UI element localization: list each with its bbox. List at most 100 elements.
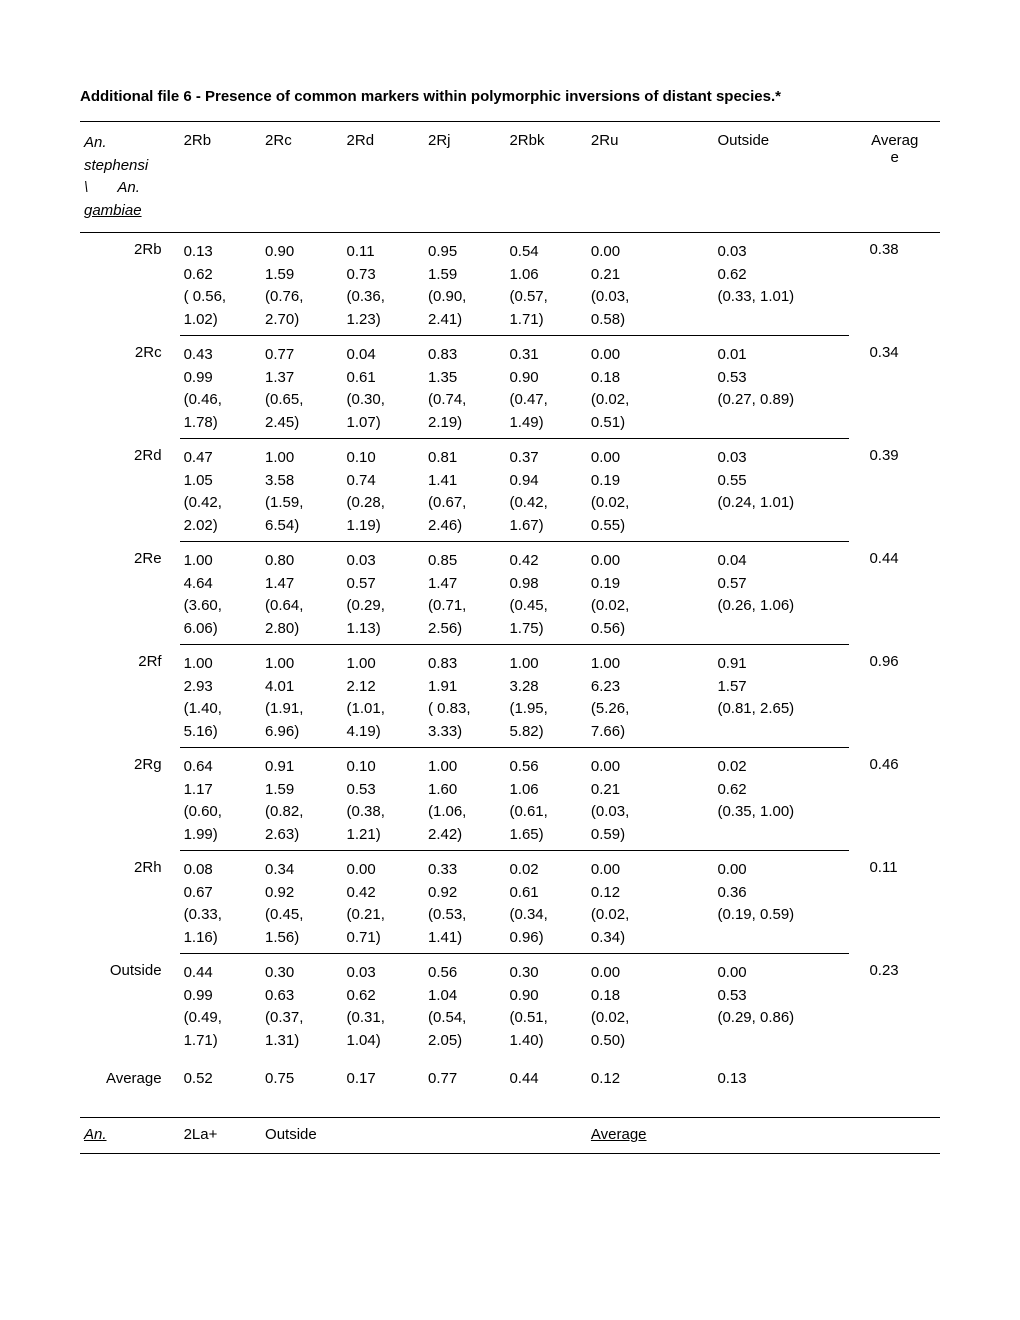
data-cell: 0.00 0.19 (0.02, 0.55): [587, 439, 678, 542]
data-cell: 0.03 0.62 (0.33, 1.01): [677, 233, 849, 336]
data-cell: 0.02 0.61 (0.34, 0.96): [505, 851, 586, 954]
table-row: 2Rh0.08 0.67 (0.33, 1.16)0.34 0.92 (0.45…: [80, 851, 940, 954]
table-header-row: An.stephensi\ An.gambiae 2Rb 2Rc 2Rd 2Rj…: [80, 122, 940, 233]
second-table: An. 2La+ Outside Average: [80, 1118, 940, 1154]
second-header-col: Outside: [261, 1118, 587, 1154]
data-cell: 0.34 0.92 (0.45, 1.56): [261, 851, 342, 954]
header-rowlabel: An.stephensi\ An.gambiae: [80, 122, 180, 233]
table-row: 2Re1.00 4.64 (3.60, 6.06)0.80 1.47 (0.64…: [80, 542, 940, 645]
data-cell: 0.56 1.06 (0.61, 1.65): [505, 748, 586, 851]
data-cell: 0.08 0.67 (0.33, 1.16): [180, 851, 261, 954]
data-cell: 0.00 0.42 (0.21, 0.71): [343, 851, 424, 954]
second-header-col: 2La+: [180, 1118, 261, 1154]
row-label: 2Rb: [80, 233, 180, 336]
data-cell: 0.00 0.36 (0.19, 0.59): [677, 851, 849, 954]
row-label: 2Re: [80, 542, 180, 645]
data-cell: 0.83 1.91 ( 0.83, 3.33): [424, 645, 505, 748]
data-cell: 1.00 2.93 (1.40, 5.16): [180, 645, 261, 748]
avg-row-cell: 0.44: [505, 1056, 586, 1118]
data-cell: 0.02 0.62 (0.35, 1.00): [677, 748, 849, 851]
avg-cell: 0.23: [849, 954, 940, 1057]
row-label: Outside: [80, 954, 180, 1057]
data-cell: 0.90 1.59 (0.76, 2.70): [261, 233, 342, 336]
data-cell: 0.00 0.18 (0.02, 0.50): [587, 954, 678, 1057]
avg-row-cell: 0.75: [261, 1056, 342, 1118]
data-cell: 1.00 4.01 (1.91, 6.96): [261, 645, 342, 748]
row-label: 2Rd: [80, 439, 180, 542]
header-col: 2Rd: [343, 122, 424, 233]
data-cell: 0.04 0.61 (0.30, 1.07): [343, 336, 424, 439]
data-cell: 0.03 0.55 (0.24, 1.01): [677, 439, 849, 542]
data-cell: 0.91 1.59 (0.82, 2.63): [261, 748, 342, 851]
data-cell: 1.00 3.58 (1.59, 6.54): [261, 439, 342, 542]
header-col: 2Rb: [180, 122, 261, 233]
data-cell: 1.00 1.60 (1.06, 2.42): [424, 748, 505, 851]
data-cell: 0.54 1.06 (0.57, 1.71): [505, 233, 586, 336]
data-cell: 1.00 4.64 (3.60, 6.06): [180, 542, 261, 645]
table-row: 2Rb0.13 0.62 ( 0.56, 1.02)0.90 1.59 (0.7…: [80, 233, 940, 336]
data-cell: 0.37 0.94 (0.42, 1.67): [505, 439, 586, 542]
row-label: 2Rc: [80, 336, 180, 439]
row-label: 2Rg: [80, 748, 180, 851]
header-col: Outside: [677, 122, 849, 233]
data-cell: 0.81 1.41 (0.67, 2.46): [424, 439, 505, 542]
data-cell: 0.64 1.17 (0.60, 1.99): [180, 748, 261, 851]
data-cell: 0.13 0.62 ( 0.56, 1.02): [180, 233, 261, 336]
average-row: Average0.520.750.170.770.440.120.13: [80, 1056, 940, 1118]
table-row: 2Rc0.43 0.99 (0.46, 1.78)0.77 1.37 (0.65…: [80, 336, 940, 439]
avg-row-cell: [849, 1056, 940, 1118]
data-cell: 0.31 0.90 (0.47, 1.49): [505, 336, 586, 439]
data-cell: 0.00 0.19 (0.02, 0.56): [587, 542, 678, 645]
data-cell: 0.80 1.47 (0.64, 2.80): [261, 542, 342, 645]
avg-cell: 0.46: [849, 748, 940, 851]
data-cell: 0.00 0.12 (0.02, 0.34): [587, 851, 678, 954]
data-cell: 0.77 1.37 (0.65, 2.45): [261, 336, 342, 439]
data-cell: 1.00 3.28 (1.95, 5.82): [505, 645, 586, 748]
avg-row-cell: 0.17: [343, 1056, 424, 1118]
data-cell: 0.03 0.57 (0.29, 1.13): [343, 542, 424, 645]
avg-row-label: Average: [80, 1056, 180, 1118]
table-row: 2Rd0.47 1.05 (0.42, 2.02)1.00 3.58 (1.59…: [80, 439, 940, 542]
table-row: 2Rf1.00 2.93 (1.40, 5.16)1.00 4.01 (1.91…: [80, 645, 940, 748]
avg-cell: 0.39: [849, 439, 940, 542]
header-col: 2Rbk: [505, 122, 586, 233]
data-cell: 0.00 0.18 (0.02, 0.51): [587, 336, 678, 439]
data-cell: 0.11 0.73 (0.36, 1.23): [343, 233, 424, 336]
data-cell: 0.95 1.59 (0.90, 2.41): [424, 233, 505, 336]
table-row: 2Rg0.64 1.17 (0.60, 1.99)0.91 1.59 (0.82…: [80, 748, 940, 851]
data-cell: 0.43 0.99 (0.46, 1.78): [180, 336, 261, 439]
data-cell: 0.56 1.04 (0.54, 2.05): [424, 954, 505, 1057]
data-cell: 0.30 0.90 (0.51, 1.40): [505, 954, 586, 1057]
data-cell: 0.10 0.53 (0.38, 1.21): [343, 748, 424, 851]
data-cell: 1.00 2.12 (1.01, 4.19): [343, 645, 424, 748]
header-col: 2Rc: [261, 122, 342, 233]
data-cell: 0.30 0.63 (0.37, 1.31): [261, 954, 342, 1057]
row-label: 2Rf: [80, 645, 180, 748]
avg-cell: 0.38: [849, 233, 940, 336]
data-cell: 0.00 0.21 (0.03, 0.59): [587, 748, 678, 851]
data-cell: 1.00 6.23 (5.26, 7.66): [587, 645, 678, 748]
data-cell: 0.83 1.35 (0.74, 2.19): [424, 336, 505, 439]
avg-row-cell: 0.52: [180, 1056, 261, 1118]
second-header-label: An.: [80, 1118, 180, 1154]
data-cell: 0.47 1.05 (0.42, 2.02): [180, 439, 261, 542]
header-col: 2Ru: [587, 122, 678, 233]
data-cell: 0.10 0.74 (0.28, 1.19): [343, 439, 424, 542]
header-col: Averag e: [849, 122, 940, 233]
avg-cell: 0.34: [849, 336, 940, 439]
page-title: Additional file 6 - Presence of common m…: [80, 80, 940, 113]
avg-cell: 0.11: [849, 851, 940, 954]
avg-cell: 0.44: [849, 542, 940, 645]
avg-row-cell: 0.13: [677, 1056, 849, 1118]
data-cell: 0.33 0.92 (0.53, 1.41): [424, 851, 505, 954]
data-cell: 0.44 0.99 (0.49, 1.71): [180, 954, 261, 1057]
data-cell: 0.01 0.53 (0.27, 0.89): [677, 336, 849, 439]
data-cell: 0.04 0.57 (0.26, 1.06): [677, 542, 849, 645]
avg-row-cell: 0.12: [587, 1056, 678, 1118]
avg-row-cell: 0.77: [424, 1056, 505, 1118]
second-header-col: Average: [587, 1118, 940, 1154]
data-cell: 0.00 0.21 (0.03, 0.58): [587, 233, 678, 336]
data-cell: 0.91 1.57 (0.81, 2.65): [677, 645, 849, 748]
main-table: An.stephensi\ An.gambiae 2Rb 2Rc 2Rd 2Rj…: [80, 121, 940, 1118]
table-row: Outside0.44 0.99 (0.49, 1.71)0.30 0.63 (…: [80, 954, 940, 1057]
